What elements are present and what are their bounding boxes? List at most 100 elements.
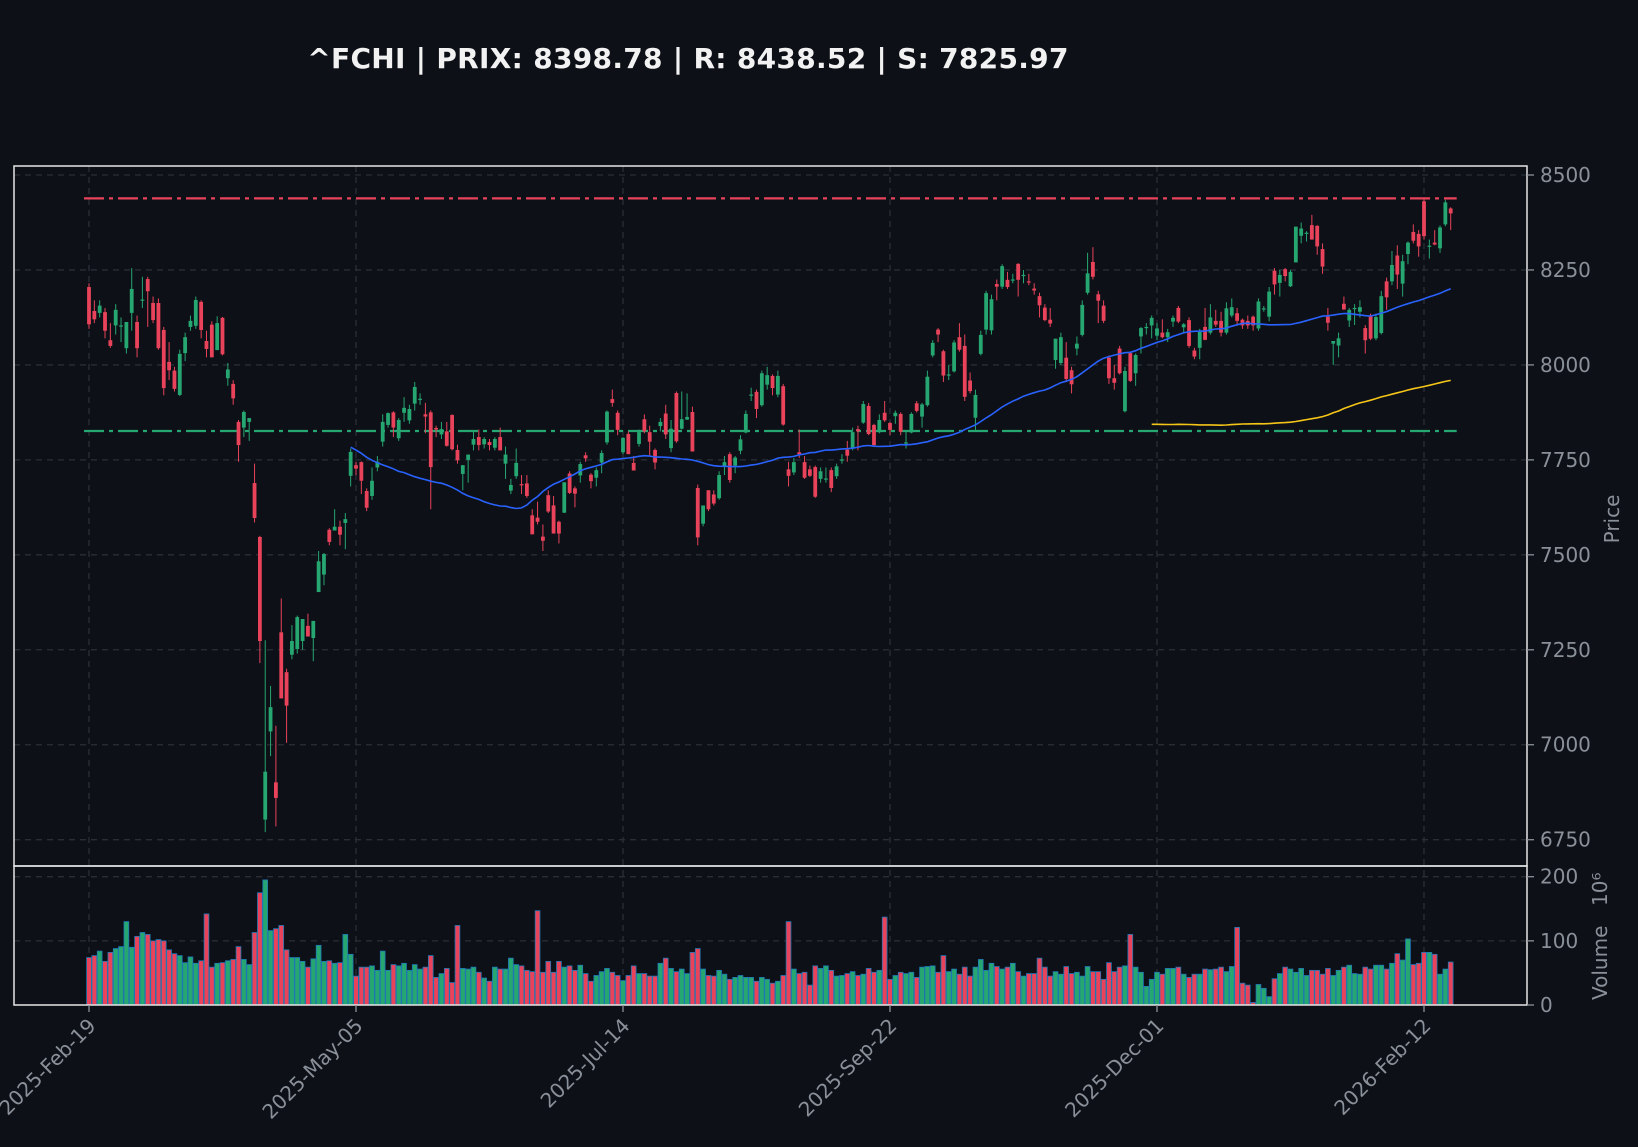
candle-body [904,442,908,444]
volume-bar [454,925,461,1006]
candle [1165,328,1170,343]
candle-body [1037,296,1042,306]
candle [1133,353,1138,386]
candle [866,402,871,436]
volume-bar [721,973,728,1006]
candle [898,412,903,436]
candle-body [444,431,449,446]
candle [257,535,262,664]
candle-body [840,459,844,461]
candle-body [343,519,348,523]
candle [1395,245,1400,289]
candle [519,475,524,495]
candle [209,321,214,358]
candle-body [1427,245,1432,247]
candle [295,615,300,654]
candle [290,625,294,660]
volume-bar [737,975,744,1006]
candle-body [423,414,428,417]
volume-bar [128,946,135,1006]
candle-body [1251,316,1256,326]
volume-bar [86,957,92,1006]
candle [391,411,396,438]
volume-bar [390,964,397,1006]
candle-body [1053,338,1058,360]
candle-body [1069,370,1074,385]
candle-body [476,437,481,446]
x-tick-label: 2025-Jul-14 [536,1014,635,1113]
candle [1085,252,1090,295]
price-tick-label: 8000 [1540,353,1591,377]
candle [135,315,139,358]
candle-body [663,413,668,435]
volume-bar [225,960,231,1006]
candle-body [1352,307,1357,310]
volume-bar [796,973,803,1006]
candle [1245,315,1250,329]
candle-body [1026,281,1031,283]
candle-body [322,554,326,575]
candle [1390,250,1394,286]
volume-bar [967,975,973,1006]
candle-body [1336,338,1341,346]
candle-body [567,473,572,493]
candle [968,372,972,394]
candle [1128,351,1133,383]
volume-bar [753,980,760,1006]
candle-body [1021,274,1026,277]
volume-bar [1047,975,1054,1006]
volume-bar [1132,966,1139,1006]
candle [690,406,695,452]
candle-body [119,325,123,327]
candle-body [1315,225,1320,247]
volume-bar [1079,975,1086,1006]
volume-bar [540,971,546,1006]
candle-body [1422,201,1426,237]
candle [1363,325,1368,354]
candle [1107,355,1111,384]
volume-bar [273,928,279,1006]
volume-bar [1010,962,1016,1006]
candle [268,685,273,757]
candle-body [765,375,770,385]
candle [434,425,438,438]
candle [1416,230,1421,257]
volume-bar [305,966,311,1006]
volume-bar [176,955,183,1006]
candle-body [674,393,679,442]
candle [1229,298,1234,318]
volume-bar [1196,973,1203,1006]
candle-body [199,301,204,330]
candle [925,370,930,407]
volume-bar [315,944,322,1006]
candle-body [306,625,310,637]
volume-bar [614,975,621,1006]
candle [850,427,855,451]
candle-body [1187,320,1191,346]
candle [727,452,732,483]
volume-bar [1154,971,1160,1006]
volume-bar [182,962,188,1006]
candle-body [1256,301,1261,329]
candle [754,389,759,419]
volume-bar [972,966,979,1006]
volume-tick-label: 0 [1540,993,1553,1017]
candle [1374,313,1378,341]
candle [1026,273,1031,286]
candle-body [557,521,561,534]
volume-bar [1170,968,1176,1006]
price-axis-label: Price [1600,495,1624,544]
candle-body [1139,328,1143,337]
candle [524,475,529,498]
candle-body [877,419,882,433]
candle-body [1171,317,1175,322]
candle [1096,290,1101,324]
volume-bar [1437,973,1443,1006]
candle-body [1208,317,1213,333]
candle [872,423,876,447]
volume-bar [379,950,386,1006]
volume-bar [657,962,664,1006]
candle [573,486,577,508]
volume-bar [219,962,226,1006]
candle [663,404,668,439]
